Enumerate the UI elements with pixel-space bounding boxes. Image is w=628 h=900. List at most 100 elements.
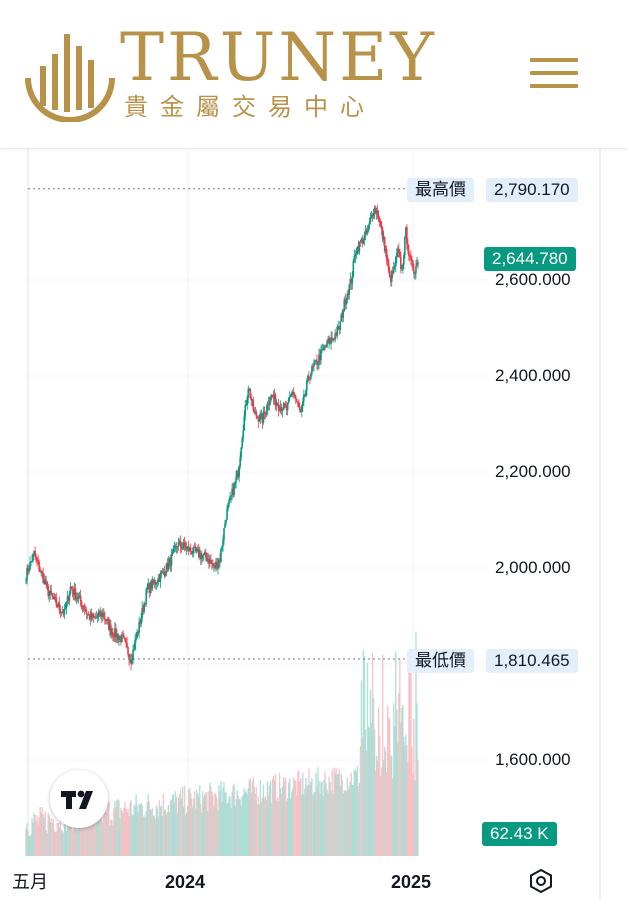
volume-bar: [358, 783, 361, 856]
candle-body: [86, 613, 89, 615]
volume-bar: [231, 792, 233, 856]
candle-body: [192, 546, 195, 554]
volume-bar: [345, 791, 347, 856]
volume-bar: [91, 802, 94, 856]
candle-body: [126, 642, 128, 647]
candle-body: [118, 637, 120, 640]
candle-body: [391, 270, 394, 273]
volume-bar: [179, 789, 182, 856]
volume-bar: [381, 654, 384, 856]
volume-bar: [143, 815, 145, 856]
candle-body: [128, 654, 130, 660]
volume-bar: [123, 808, 125, 856]
candle-body: [371, 214, 374, 217]
candle-body: [190, 551, 193, 554]
volume-bar: [290, 798, 292, 856]
volume-bar: [370, 722, 373, 856]
candle-body: [73, 588, 76, 595]
volume-bar: [46, 833, 48, 856]
volume-bar: [75, 818, 78, 856]
volume-bar: [391, 756, 393, 856]
volume-bar: [305, 777, 307, 856]
volume-bar: [303, 794, 305, 856]
candle-body: [120, 636, 122, 643]
candle-body: [99, 612, 102, 617]
tradingview-logo-icon[interactable]: [50, 770, 108, 828]
candle-body: [91, 613, 94, 618]
volume-bar: [334, 773, 336, 856]
volume-bar: [392, 778, 394, 856]
volume-bar: [383, 746, 386, 856]
candle-body: [385, 249, 388, 260]
volume-bar: [396, 709, 398, 856]
volume-bar: [89, 808, 92, 856]
volume-bar: [146, 802, 148, 856]
volume-bar: [205, 792, 207, 856]
candle-body: [392, 266, 395, 273]
settings-hexagon-icon[interactable]: [528, 868, 554, 894]
candle-body: [102, 612, 105, 618]
candle-body: [146, 588, 149, 590]
candle-body: [260, 413, 263, 415]
candle-body: [335, 333, 337, 336]
volume-bar: [39, 807, 41, 856]
candle-body: [109, 624, 111, 631]
volume-bar: [413, 719, 415, 856]
volume-bar: [256, 804, 259, 856]
candle-body: [156, 582, 159, 584]
candle-body: [149, 582, 152, 593]
candle-body: [144, 603, 147, 605]
volume-bar: [416, 703, 418, 856]
volume-bar: [134, 806, 136, 856]
candle-body: [266, 403, 269, 411]
volume-bar: [347, 789, 349, 856]
candle-body: [251, 399, 254, 401]
volume-bar: [55, 831, 58, 856]
volume-bar: [107, 802, 109, 856]
volume-bar: [369, 690, 372, 856]
candle-body: [122, 634, 124, 636]
volume-bar: [156, 808, 159, 856]
candle-body: [198, 553, 201, 558]
hamburger-menu-icon[interactable]: [530, 58, 578, 94]
volume-bar: [177, 797, 180, 856]
candle-body: [316, 360, 318, 365]
candle-body: [338, 326, 340, 330]
volume-bar: [117, 799, 119, 856]
volume-bar: [104, 807, 106, 856]
candle-body: [76, 597, 79, 599]
volume-bar: [192, 807, 194, 856]
candle-body: [125, 640, 127, 643]
volume-bar: [233, 783, 235, 856]
candle-body: [301, 405, 303, 412]
volume-bar: [82, 805, 85, 856]
volume-bar: [388, 717, 390, 856]
volume-bar: [81, 804, 84, 856]
candle-body: [45, 582, 48, 585]
candle-body: [30, 561, 32, 563]
volume-bar: [280, 793, 283, 856]
candle-body: [389, 276, 392, 282]
candle-body: [348, 284, 351, 295]
volume-bar: [161, 815, 164, 856]
candle-body: [145, 589, 148, 604]
candle-body: [288, 396, 291, 399]
candle-body: [373, 208, 376, 213]
volume-bar: [188, 788, 191, 856]
volume-bar: [411, 746, 413, 856]
candle-body: [68, 593, 71, 601]
candle-body: [130, 659, 132, 664]
volume-bar: [199, 785, 201, 856]
candle-body: [48, 593, 51, 596]
candle-body: [212, 564, 214, 567]
volume-bar: [317, 767, 319, 856]
candle-body: [353, 256, 356, 261]
candle-body: [35, 556, 37, 558]
volume-bar: [122, 812, 124, 856]
candle-body: [210, 559, 212, 563]
volume-bar: [35, 821, 37, 856]
volume-bar: [114, 801, 116, 856]
candle-body: [124, 638, 126, 641]
candle-body: [54, 596, 57, 599]
